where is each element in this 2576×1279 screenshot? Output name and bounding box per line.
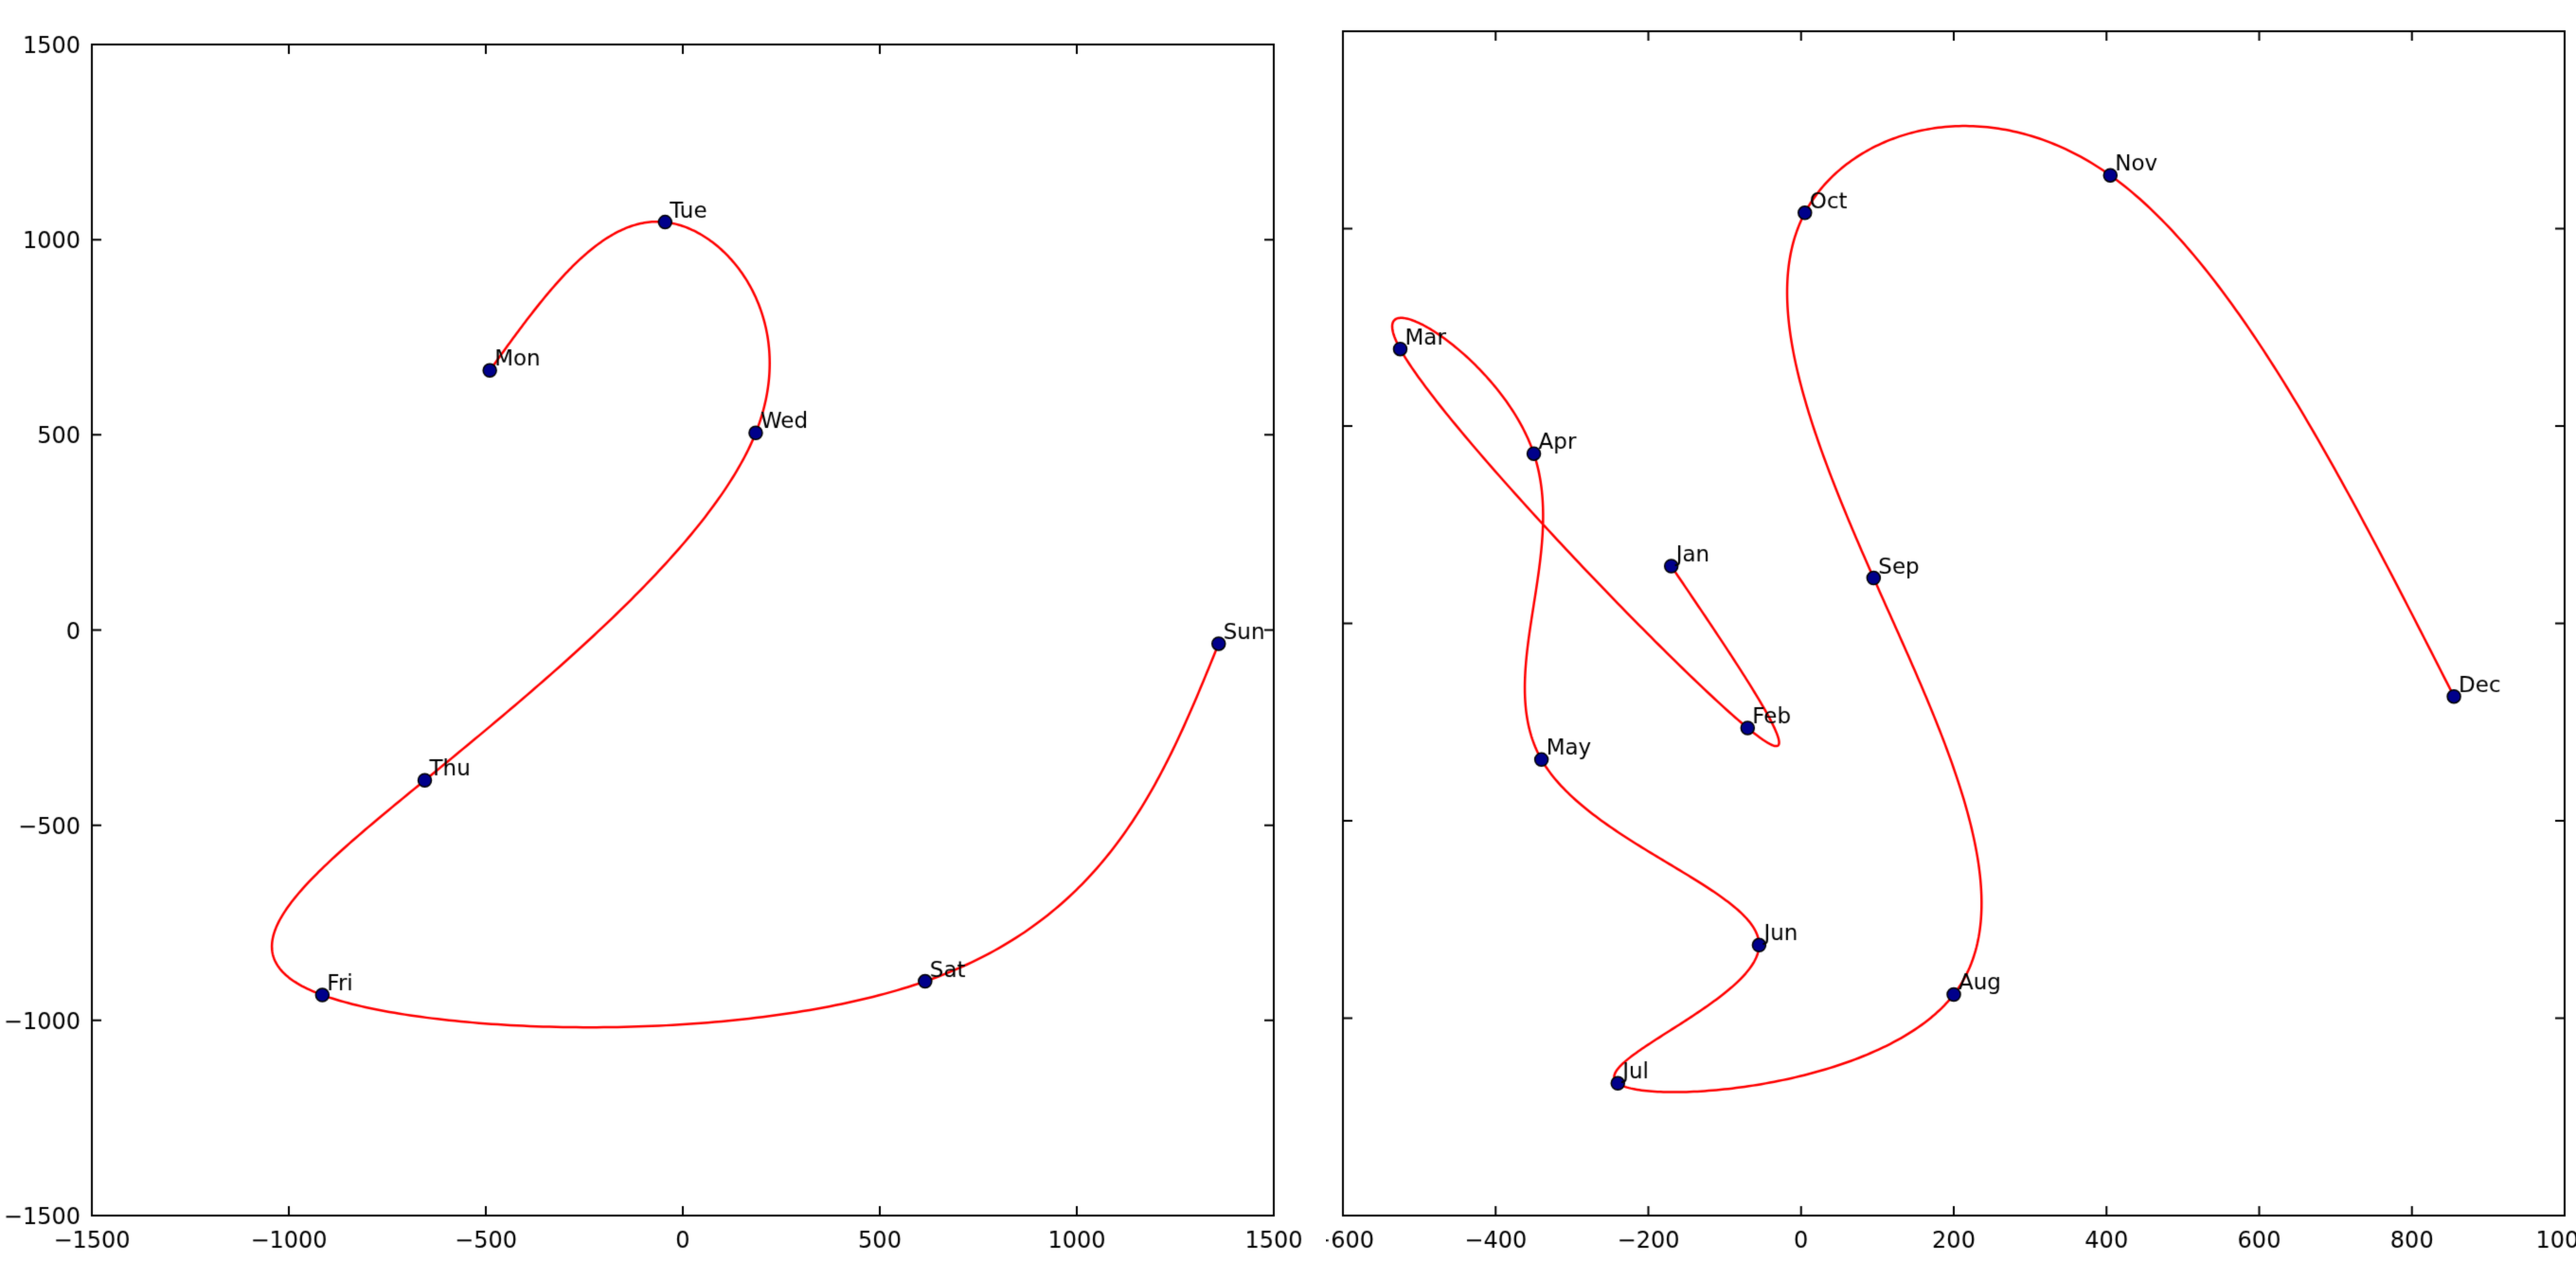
weekday-spline-canvas [0, 0, 1326, 1279]
month-spline-canvas [1326, 0, 2576, 1279]
month-spline-figure [1326, 0, 2576, 1279]
weekday-spline-figure [0, 0, 1326, 1279]
